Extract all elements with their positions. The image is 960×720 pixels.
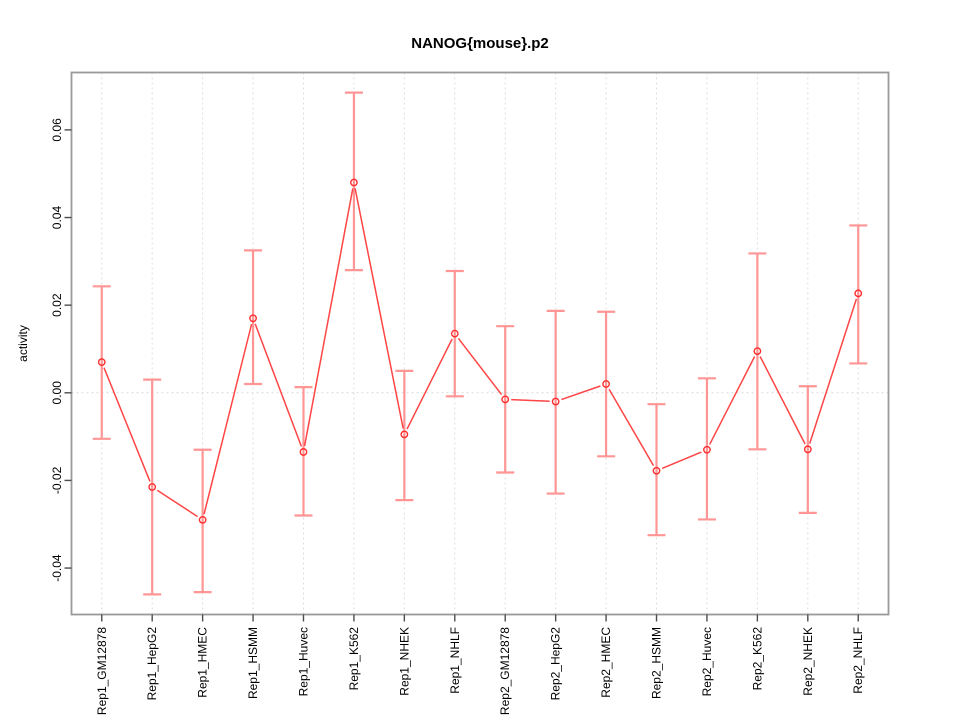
x-tick-labels: Rep1_GM12878 Rep1_HepG2 Rep1_HMEC Rep1_HSMM… — [95, 627, 865, 715]
series-segment — [203, 323, 253, 515]
data-point — [299, 448, 308, 456]
x-tick-label: Rep1_HSMM — [246, 627, 260, 699]
y-tick-label: -0.02 — [50, 466, 64, 494]
series-segment — [511, 398, 550, 403]
series-segment — [561, 385, 601, 401]
data-point — [148, 483, 157, 491]
data-point — [249, 314, 257, 323]
data-point — [551, 397, 560, 406]
data-point — [97, 358, 106, 367]
y-tick-label: 0.02 — [50, 293, 64, 317]
x-tick-label: Rep1_K562 — [347, 627, 361, 691]
x-tick-label: Rep1_HMEC — [196, 627, 210, 698]
series-segment — [709, 356, 756, 445]
y-tick-labels: -0.04 -0.02 0.00 0.02 0.04 0.06 — [50, 118, 64, 582]
x-tick-label: Rep2_NHLF — [851, 627, 865, 694]
data-point — [198, 515, 207, 524]
data-point — [350, 178, 358, 187]
x-tick-label: Rep2_HMEC — [599, 627, 613, 698]
x-tick-label: Rep1_NHLF — [448, 627, 462, 694]
data-point — [753, 347, 762, 356]
x-tick-label: Rep2_K562 — [750, 627, 764, 691]
error-bars — [92, 91, 868, 596]
x-tick-label: Rep2_NHEK — [801, 627, 815, 696]
data-point — [652, 466, 661, 475]
axis-ticks — [64, 129, 859, 622]
y-tick-label: 0.00 — [50, 381, 64, 405]
series-segment — [303, 188, 354, 447]
series-segment — [156, 489, 199, 518]
series-segment — [406, 338, 453, 430]
series-segment — [103, 367, 151, 482]
y-tick-label: 0.04 — [50, 206, 64, 230]
series-segment — [254, 323, 303, 447]
series-segment — [354, 188, 404, 429]
x-tick-label: Rep2_HSMM — [650, 627, 664, 699]
x-tick-label: Rep1_NHEK — [397, 627, 411, 696]
series-segment — [661, 451, 702, 470]
y-axis-label: activity — [16, 325, 30, 362]
data-point — [803, 445, 812, 454]
data-point — [854, 289, 863, 298]
y-tick-label: 0.06 — [50, 118, 64, 142]
x-tick-label: Rep1_Huvec — [296, 627, 310, 696]
y-tick-label: -0.04 — [50, 554, 64, 582]
series-segment — [457, 337, 503, 396]
x-tick-label: Rep1_GM12878 — [95, 627, 109, 715]
series-segment — [808, 298, 858, 444]
data-points — [97, 178, 863, 524]
x-tick-label: Rep1_HepG2 — [145, 627, 159, 701]
data-point — [602, 380, 610, 388]
x-tick-label: Rep2_HepG2 — [549, 627, 563, 701]
x-tick-label: Rep2_Huvec — [700, 627, 714, 696]
data-point — [400, 430, 409, 439]
series-line — [103, 188, 858, 518]
chart-title: NANOG{mouse}.p2 — [411, 35, 549, 52]
data-point — [450, 329, 459, 338]
series-segment — [608, 388, 655, 466]
x-tick-label: Rep2_GM12878 — [498, 627, 512, 715]
data-point — [703, 445, 711, 454]
plot-border — [70, 71, 890, 616]
data-point — [501, 395, 510, 404]
series-segment — [759, 356, 806, 445]
